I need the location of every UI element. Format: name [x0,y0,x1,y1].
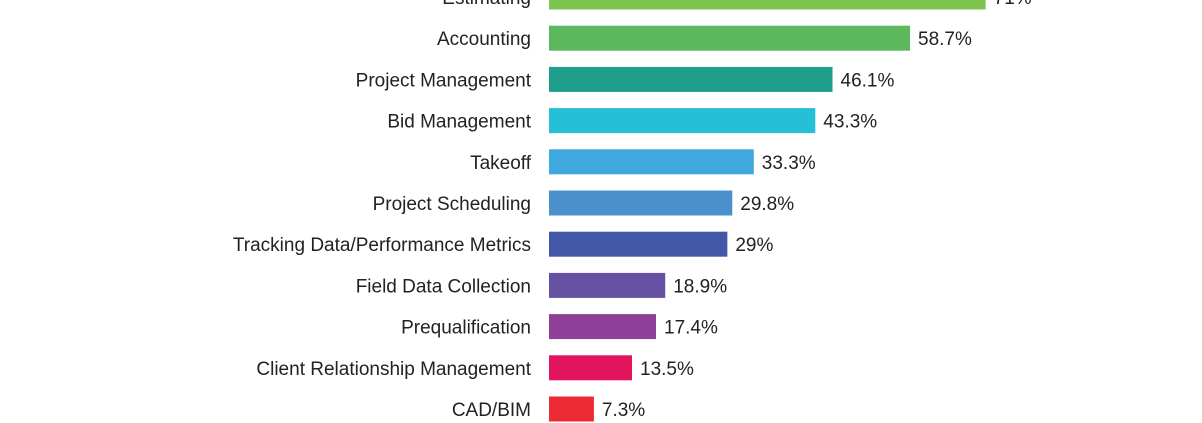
bars-group: Estimating 71% Accounting 58.7% Project Mana… [233,0,1032,422]
bar-row: Project Scheduling 29.8% [373,190,794,216]
value-label: 7.3% [602,400,645,421]
category-label: Prequalification [401,318,531,339]
value-label: 29% [735,235,773,256]
category-label: Tracking Data/Performance Metrics [233,235,531,256]
bar-row: Tracking Data/Performance Metrics 29% [233,231,773,257]
category-label: CAD/BIM [452,400,531,421]
bar [549,66,833,92]
bar [549,396,594,422]
value-label: 71% [994,0,1032,9]
category-label: Takeoff [470,153,532,174]
value-label: 29.8% [740,194,794,215]
category-label: Accounting [437,29,531,50]
bar-row: Estimating 71% [442,0,1032,10]
value-label: 43.3% [823,112,877,133]
category-label: Bid Management [387,112,531,133]
bar [549,231,728,257]
bar-row: Accounting 58.7% [437,25,972,51]
bar [549,25,911,51]
category-label: Estimating [442,0,531,9]
bar-row: Takeoff 33.3% [470,149,816,175]
category-label: Project Management [356,70,532,91]
bar-row: Field Data Collection 18.9% [356,272,727,298]
value-label: 46.1% [841,70,895,91]
bar [549,355,633,381]
bar [549,272,666,298]
category-label: Client Relationship Management [256,359,531,380]
bar [549,314,657,340]
bar [549,149,754,175]
value-label: 18.9% [673,276,727,297]
bar [549,0,986,10]
bar-row: CAD/BIM 7.3% [452,396,645,422]
category-label: Field Data Collection [356,276,531,297]
bar-row: Bid Management 43.3% [387,108,877,134]
value-label: 13.5% [640,359,694,380]
value-label: 58.7% [918,29,972,50]
bar-row: Prequalification 17.4% [401,314,718,340]
bar [549,108,816,134]
value-label: 17.4% [664,318,718,339]
bar [549,190,733,216]
category-label: Project Scheduling [373,194,531,215]
bar-row: Client Relationship Management 13.5% [256,355,694,381]
value-label: 33.3% [762,153,816,174]
bar-row: Project Management 46.1% [356,66,895,92]
